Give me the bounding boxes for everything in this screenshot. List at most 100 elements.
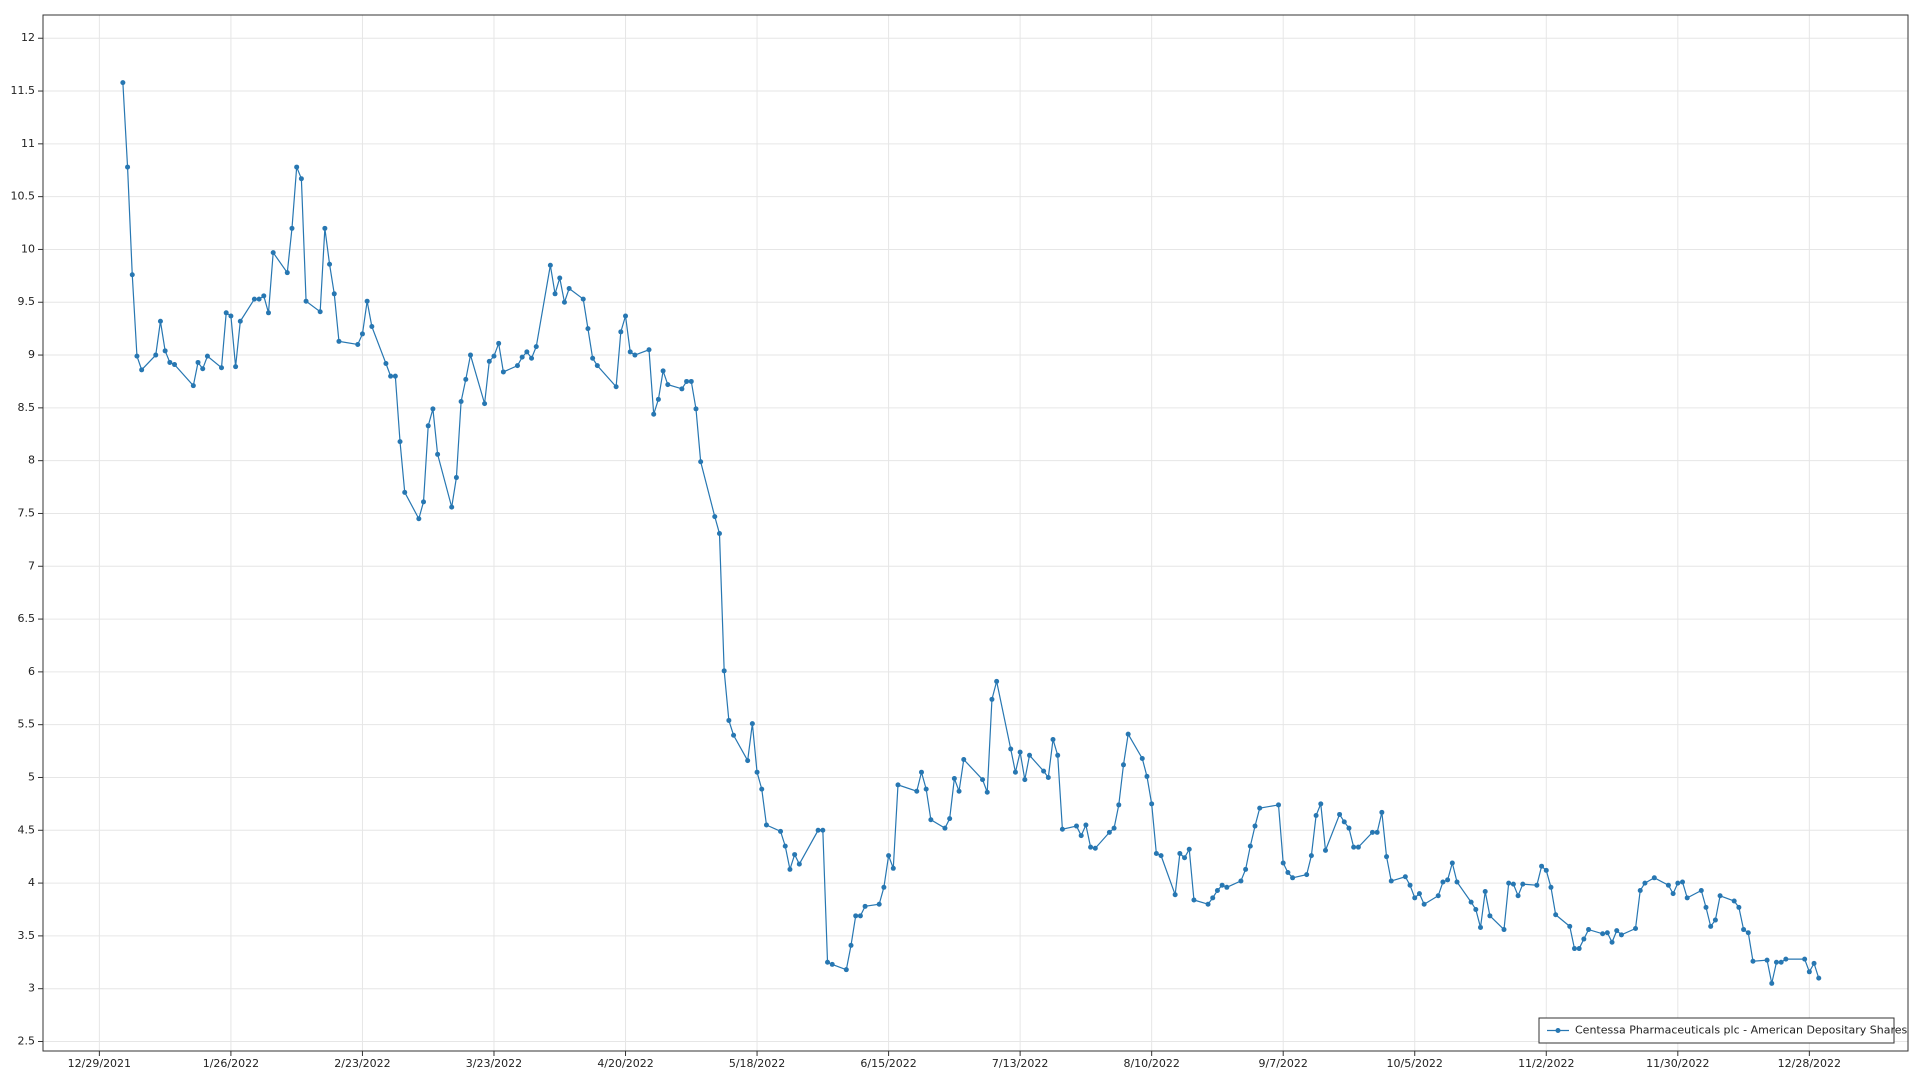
data-point [1487,913,1493,919]
data-point [1435,893,1441,899]
x-tick-label: 11/30/2022 [1646,1057,1709,1070]
data-point [698,459,704,465]
data-point [1731,898,1737,904]
data-point [1252,823,1258,829]
data-point [364,298,370,304]
data-point [716,531,722,537]
data-point [961,757,967,763]
y-tick-label: 2.5 [18,1034,36,1047]
data-point [1665,882,1671,888]
data-point [778,828,784,834]
data-point [1510,881,1516,887]
data-point [1745,930,1751,936]
data-point [890,865,896,871]
data-point [1736,904,1742,910]
data-point [1515,893,1521,899]
data-point [759,786,765,792]
data-point [139,367,145,373]
data-point [1534,882,1540,888]
data-point [1712,917,1718,923]
data-point [1576,946,1582,952]
data-point [1017,749,1023,755]
data-point [482,401,488,407]
x-tick-label: 5/18/2022 [729,1057,785,1070]
data-point [928,817,934,823]
data-point [1092,845,1098,851]
plot-area [43,15,1908,1051]
data-point [1633,925,1639,931]
data-point [458,399,464,405]
x-tick-label: 12/29/2021 [68,1057,131,1070]
y-tick-label: 10.5 [11,190,36,203]
y-tick-label: 12 [21,31,35,44]
data-point [684,378,690,384]
data-point [1388,878,1394,884]
data-point [1205,901,1211,907]
data-point [561,299,567,305]
data-point [1186,846,1192,852]
data-point [1449,860,1455,866]
data-point [1670,891,1676,897]
data-point [1045,774,1051,780]
data-point [792,852,798,858]
data-point [270,250,276,256]
data-point [1276,802,1282,808]
data-point [1454,879,1460,885]
data-point [848,942,854,948]
data-point [726,717,732,723]
data-point [1210,895,1216,901]
data-point [397,439,403,445]
data-point [585,326,591,332]
y-tick-label: 10 [21,242,35,255]
data-point [1609,939,1615,945]
data-point [580,296,586,302]
data-point [524,349,530,355]
data-point [1369,829,1375,835]
data-point [829,961,835,967]
data-point [289,225,295,231]
data-point [223,310,229,316]
data-point [914,788,920,794]
data-point [435,451,441,457]
data-point [261,293,267,299]
data-point [665,382,671,388]
y-tick-label: 3 [28,982,35,995]
data-point [1806,969,1812,975]
data-point [651,411,657,417]
data-point [1764,957,1770,963]
data-point [1571,946,1577,952]
data-point [1219,882,1225,888]
data-point [1379,809,1385,815]
data-point [1022,777,1028,783]
data-point [660,368,666,374]
data-point [942,825,948,831]
data-point [1416,891,1422,897]
data-point [388,373,394,379]
data-point [1384,854,1390,860]
data-point [1341,819,1347,825]
y-tick-label: 11 [21,137,35,150]
data-point [430,406,436,412]
data-point [1238,878,1244,884]
data-point [825,959,831,965]
data-point [951,776,957,782]
data-point [989,696,995,702]
data-point [749,721,755,727]
data-point [1078,833,1084,839]
data-point [1811,960,1817,966]
data-point [815,827,821,833]
data-point [1604,930,1610,936]
data-point [1120,762,1126,768]
x-tick-label: 7/13/2022 [992,1057,1048,1070]
x-tick-label: 8/10/2022 [1123,1057,1179,1070]
data-point [1257,805,1263,811]
data-point [1144,773,1150,779]
data-point [294,164,300,170]
data-point [200,366,206,372]
data-point [947,816,953,822]
y-tick-label: 4 [28,876,35,889]
y-tick-label: 7.5 [18,506,36,519]
data-point [449,504,455,510]
data-point [125,164,131,170]
data-point [1351,844,1357,850]
